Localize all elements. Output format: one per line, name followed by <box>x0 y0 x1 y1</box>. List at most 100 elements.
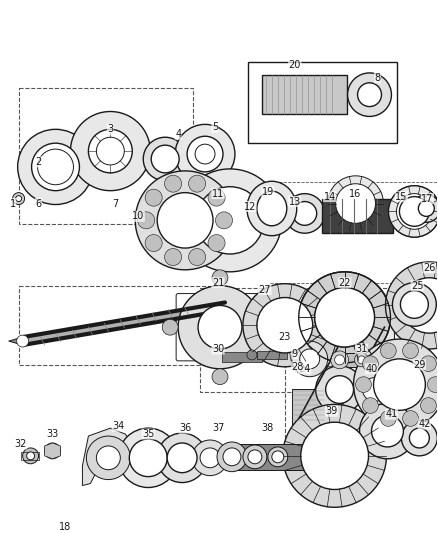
Bar <box>326 367 336 379</box>
Text: 9: 9 <box>292 349 298 359</box>
Circle shape <box>248 450 262 464</box>
Text: 33: 33 <box>46 429 59 439</box>
Bar <box>285 365 392 439</box>
Text: 16: 16 <box>350 189 362 199</box>
Circle shape <box>385 262 438 349</box>
Text: 41: 41 <box>385 409 398 419</box>
Circle shape <box>399 197 429 227</box>
Text: 37: 37 <box>212 423 224 433</box>
Circle shape <box>363 398 378 414</box>
Bar <box>320 377 331 389</box>
Bar <box>318 382 328 394</box>
Circle shape <box>360 403 415 459</box>
Bar <box>296 422 307 433</box>
Circle shape <box>192 440 228 475</box>
Text: 20: 20 <box>289 60 301 70</box>
Circle shape <box>314 288 374 347</box>
Bar <box>291 432 301 443</box>
Circle shape <box>187 136 223 172</box>
Circle shape <box>420 356 436 372</box>
Text: 36: 36 <box>179 423 191 433</box>
Circle shape <box>86 436 130 480</box>
Text: 15: 15 <box>395 191 408 201</box>
Text: 38: 38 <box>262 423 274 433</box>
Circle shape <box>299 272 390 363</box>
Text: 40: 40 <box>365 364 378 374</box>
Circle shape <box>314 288 374 347</box>
Circle shape <box>162 319 178 335</box>
Bar <box>19 286 226 365</box>
Text: 3: 3 <box>107 124 113 134</box>
Circle shape <box>396 193 432 229</box>
Bar <box>225 444 305 470</box>
Bar <box>345 333 355 344</box>
Circle shape <box>178 286 262 369</box>
Circle shape <box>223 448 241 466</box>
Circle shape <box>323 296 367 339</box>
Circle shape <box>400 290 428 318</box>
Circle shape <box>196 187 264 254</box>
Text: 4: 4 <box>175 130 181 139</box>
Circle shape <box>262 319 278 335</box>
Circle shape <box>215 212 233 229</box>
Bar <box>321 199 393 233</box>
Circle shape <box>195 144 215 164</box>
Circle shape <box>129 439 167 477</box>
Circle shape <box>45 443 60 459</box>
Text: 2: 2 <box>35 157 42 167</box>
Text: 31: 31 <box>355 344 367 354</box>
Circle shape <box>410 428 429 448</box>
Bar <box>342 337 353 349</box>
Circle shape <box>167 443 197 473</box>
Circle shape <box>135 171 235 270</box>
Text: 35: 35 <box>142 429 155 439</box>
Bar <box>356 313 366 325</box>
Bar <box>307 402 318 414</box>
Circle shape <box>18 130 93 205</box>
Circle shape <box>401 278 438 333</box>
Bar <box>19 88 193 224</box>
Polygon shape <box>23 303 225 345</box>
Text: 8: 8 <box>374 73 381 83</box>
Text: 21: 21 <box>212 278 224 288</box>
Bar <box>257 351 287 359</box>
Circle shape <box>138 212 155 229</box>
Bar <box>331 358 342 369</box>
Text: 32: 32 <box>14 439 27 449</box>
Circle shape <box>418 200 434 216</box>
Circle shape <box>247 350 257 360</box>
Text: 26: 26 <box>423 263 435 273</box>
Circle shape <box>403 410 418 426</box>
Circle shape <box>316 366 364 413</box>
Circle shape <box>145 189 162 206</box>
Polygon shape <box>45 443 60 459</box>
Circle shape <box>23 448 39 464</box>
Circle shape <box>357 83 381 107</box>
Bar <box>336 348 347 359</box>
Circle shape <box>189 175 206 192</box>
Circle shape <box>285 193 325 233</box>
Circle shape <box>212 369 228 385</box>
Circle shape <box>200 448 220 468</box>
Circle shape <box>403 343 418 359</box>
Circle shape <box>389 185 438 237</box>
Bar <box>334 352 344 364</box>
Text: 23: 23 <box>279 332 291 342</box>
Bar <box>323 372 334 384</box>
Text: 12: 12 <box>244 201 256 212</box>
Circle shape <box>198 305 242 349</box>
Circle shape <box>32 143 79 191</box>
Bar <box>299 417 309 429</box>
Text: 30: 30 <box>212 344 224 354</box>
Text: 11: 11 <box>212 189 224 199</box>
Circle shape <box>389 185 438 237</box>
Circle shape <box>381 410 396 426</box>
Circle shape <box>293 201 317 225</box>
Text: 14: 14 <box>324 191 336 201</box>
Circle shape <box>143 137 187 181</box>
Text: 10: 10 <box>132 212 145 221</box>
Circle shape <box>13 192 25 205</box>
Circle shape <box>243 284 327 367</box>
Text: 13: 13 <box>289 197 301 207</box>
Bar <box>328 362 339 374</box>
